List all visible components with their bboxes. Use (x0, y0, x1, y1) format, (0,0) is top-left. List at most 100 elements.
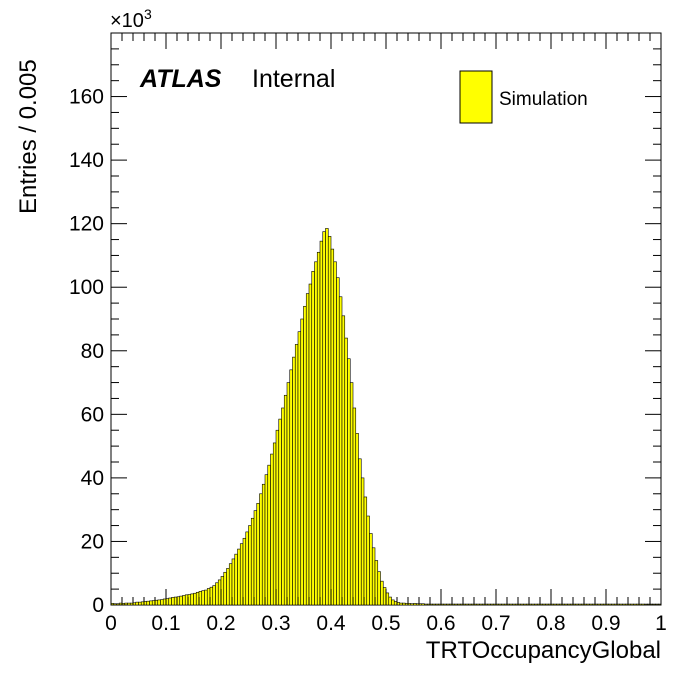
y-tick-label: 160 (69, 86, 104, 109)
legend-label: Simulation (499, 89, 588, 110)
histogram-bar (289, 369, 293, 606)
histogram-bar (564, 603, 568, 606)
histogram-bar (608, 603, 612, 606)
histogram-bar (468, 603, 472, 606)
histogram-bar (316, 251, 321, 606)
histogram-bar (509, 603, 513, 606)
histogram-bar (215, 582, 219, 606)
histogram-bar (363, 496, 368, 606)
x-tick-label: 0.4 (316, 612, 346, 635)
x-tick-label: 0.1 (151, 612, 180, 635)
histogram-bar (267, 464, 271, 606)
histogram-bar (457, 603, 461, 606)
histogram-bar (182, 595, 186, 606)
histogram-bar (399, 602, 403, 606)
histogram-bar (553, 603, 557, 606)
histogram-bar (193, 592, 197, 606)
histogram-bar (380, 580, 384, 606)
y-tick-label: 20 (81, 530, 104, 553)
histogram-bar (297, 331, 302, 606)
histogram-bar (245, 531, 249, 606)
histogram-bar (201, 590, 205, 606)
x-tick-label: 1 (655, 612, 667, 635)
histogram-bar (341, 315, 346, 606)
histogram-bar (597, 603, 601, 606)
histogram-bar (402, 602, 406, 606)
x-tick-label: 0.7 (481, 612, 510, 635)
histogram-bar (286, 382, 291, 606)
x-tick-labels: 0 0.1 0.2 0.3 0.4 0.5 0.6 0.7 0.8 0.9 1 (105, 612, 667, 635)
histogram-bars (110, 228, 662, 606)
histogram-bar (171, 597, 175, 606)
histogram-bar (424, 603, 428, 606)
histogram-bar (327, 236, 332, 606)
histogram-bar (190, 593, 194, 606)
histogram-bar (311, 271, 315, 606)
histogram-bar (259, 493, 263, 606)
histogram-bar (281, 407, 285, 606)
histogram-bar (248, 525, 252, 606)
x-tick-label: 0.3 (261, 612, 290, 635)
axis-ticks (110, 32, 662, 606)
histogram-bar (586, 603, 590, 606)
histogram-bar (545, 603, 549, 606)
histogram-bar (487, 603, 491, 606)
histogram-bar (146, 600, 150, 606)
histogram-bar (300, 318, 304, 606)
histogram-bar (534, 603, 538, 606)
histogram-bar (490, 603, 494, 606)
histogram-bar (575, 603, 579, 606)
histogram-bar (498, 603, 502, 606)
plot-frame (110, 32, 662, 606)
histogram-bar (344, 337, 348, 606)
histogram-bar (435, 603, 439, 606)
histogram-bar (465, 603, 469, 606)
histogram-bar (358, 458, 362, 606)
histogram-bar (292, 356, 296, 606)
histogram-bar (212, 585, 216, 606)
internal-label: Internal (252, 65, 335, 93)
y-tick-label: 80 (81, 340, 104, 363)
y-tick-label: 60 (81, 403, 104, 426)
histogram-bar (556, 603, 560, 606)
histogram-bar (325, 228, 329, 606)
histogram-bar (336, 277, 340, 606)
histogram-bar (226, 568, 230, 606)
histogram-bar (127, 602, 131, 606)
histogram-bar (377, 571, 381, 606)
histogram-bar (272, 442, 277, 606)
y-tick-label: 0 (92, 594, 104, 617)
histogram-bar (278, 418, 282, 606)
histogram-bar (531, 603, 535, 606)
histogram-bar (349, 382, 354, 606)
histogram-bar (523, 603, 527, 606)
y-multiplier: ×103 (110, 6, 152, 32)
histogram-bar (160, 599, 164, 606)
histogram-bar (567, 603, 571, 606)
histogram-bar (479, 603, 483, 606)
y-axis-title: Entries / 0.005 (15, 59, 42, 214)
histogram-bar (388, 596, 392, 606)
histogram-bar (600, 603, 604, 606)
histogram-bar (168, 597, 172, 606)
histogram-bar (413, 603, 417, 606)
histogram-bar (611, 603, 615, 606)
histogram-bar (421, 603, 425, 606)
histogram-bar (303, 305, 307, 606)
histogram-bar (454, 603, 458, 606)
histogram-bar (283, 394, 288, 606)
histogram-bar (237, 548, 241, 606)
histogram-bar (308, 283, 313, 606)
histogram-bar (360, 477, 365, 606)
histogram-bar (622, 603, 626, 606)
histogram-bar (338, 296, 343, 606)
x-tick-label: 0.5 (371, 612, 400, 635)
histogram-bar (239, 543, 244, 606)
histogram-bar (641, 603, 645, 606)
histogram-bar (250, 517, 255, 606)
histogram-bar (179, 595, 183, 606)
histogram-bar (619, 603, 623, 606)
histogram-bar (371, 547, 376, 606)
